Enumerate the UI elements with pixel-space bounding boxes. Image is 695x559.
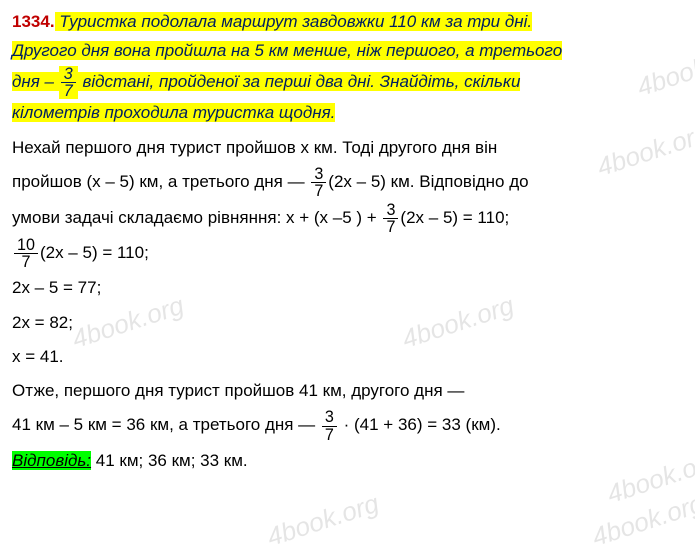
solution-line: умови задачі складаємо рівняння: х + (х … <box>12 202 683 235</box>
fraction-10-7: 107 <box>14 237 38 270</box>
problem-line3a: дня – <box>12 72 59 91</box>
problem-statement: 1334. Туристка подолала маршрут завдовжк… <box>12 8 683 128</box>
solution-line: 2х = 82; <box>12 307 683 339</box>
fraction-3-7: 37 <box>383 202 398 235</box>
answer-label: Відповідь: <box>12 451 91 470</box>
solution-line: пройшов (х – 5) км, а третього дня — 37(… <box>12 166 683 199</box>
problem-number: 1334. <box>12 12 55 31</box>
problem-line3b: відстані, пройденої за перші два дні. Зн… <box>78 72 521 91</box>
solution-line: 41 км – 5 км = 36 км, а третього дня — 3… <box>12 409 683 442</box>
problem-line2: Другого дня вона пройшла на 5 км менше, … <box>12 41 562 60</box>
problem-line1: Туристка подолала маршрут завдовжки 110 … <box>55 12 533 31</box>
solution-line: Нехай першого дня турист пройшов х км. Т… <box>12 132 683 164</box>
answer-line: Відповідь: 41 км; 36 км; 33 км. <box>12 445 683 477</box>
watermark: 4book.org <box>586 481 695 559</box>
solution-line: Отже, першого дня турист пройшов 41 км, … <box>12 375 683 407</box>
fraction-3-7: 37 <box>61 66 76 99</box>
problem-line4: кілометрів проходила туристка щодня. <box>12 103 335 122</box>
solution-line: 107(2х – 5) = 110; <box>12 237 683 270</box>
solution-line: 2х – 5 = 77; <box>12 272 683 304</box>
solution-line: х = 41. <box>12 341 683 373</box>
answer-text: 41 км; 36 км; 33 км. <box>91 451 248 470</box>
solution-block: Нехай першого дня турист пройшов х км. Т… <box>12 132 683 477</box>
fraction-3-7: 37 <box>311 166 326 199</box>
watermark: 4book.org <box>261 481 385 559</box>
fraction-3-7: 37 <box>322 409 337 442</box>
